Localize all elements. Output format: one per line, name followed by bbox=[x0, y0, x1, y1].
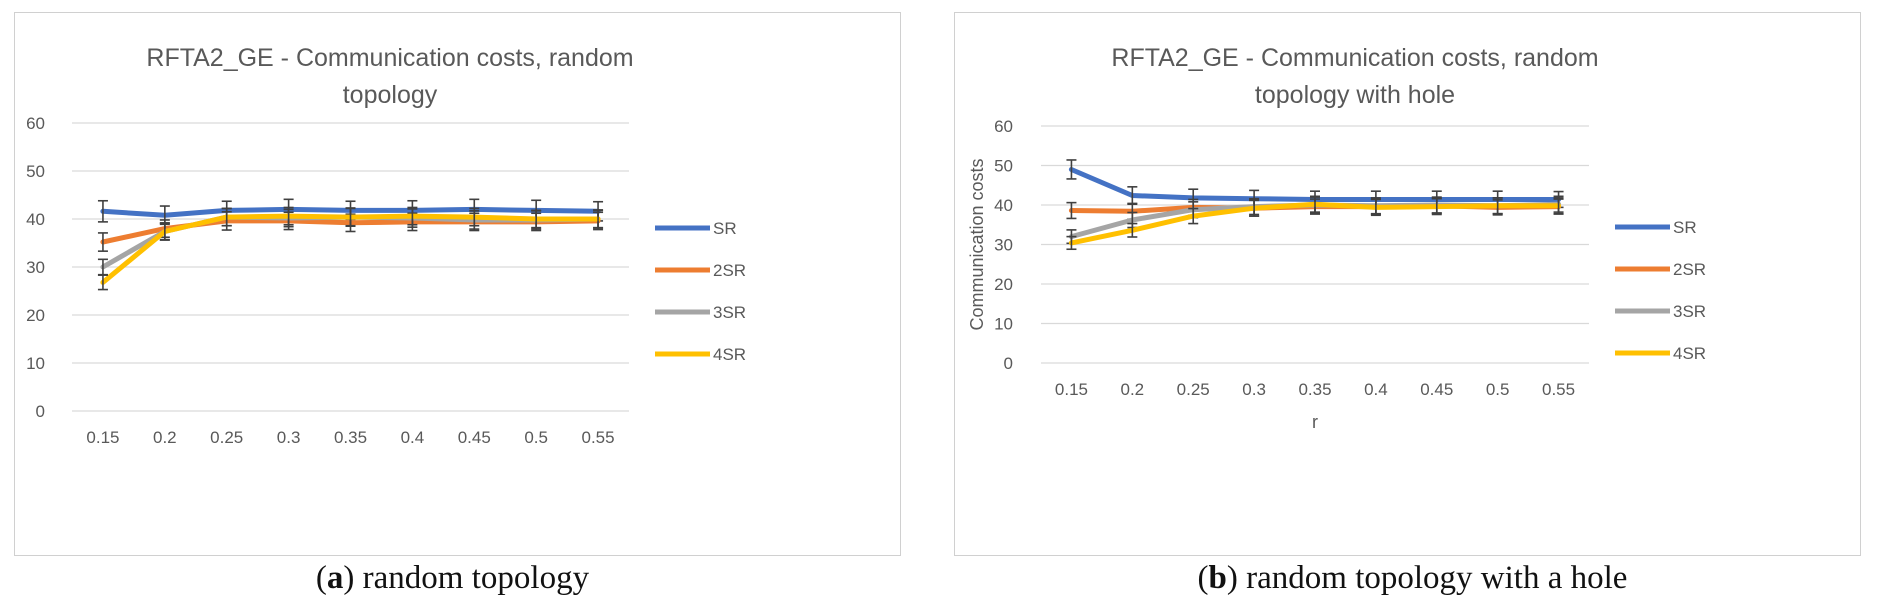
chart-frame-b: RFTA2_GE - Communication costs, random to… bbox=[954, 12, 1861, 556]
error-bar-4sr bbox=[345, 207, 356, 227]
x-tick-label: 0.2 bbox=[1121, 380, 1145, 399]
error-bar-4sr bbox=[531, 209, 542, 229]
chart-title-line-0: RFTA2_GE - Communication costs, random bbox=[1111, 44, 1598, 72]
error-bar-4sr bbox=[407, 206, 418, 226]
y-tick-label: 40 bbox=[994, 196, 1013, 215]
caption-b-text: random topology with a hole bbox=[1237, 560, 1628, 596]
caption-b: (b) random topology with a hole bbox=[1197, 560, 1628, 596]
x-tick-label: 0.5 bbox=[1486, 380, 1510, 399]
x-tick-label: 0.45 bbox=[1420, 380, 1453, 399]
legend-label-3sr: 3SR bbox=[713, 303, 746, 322]
error-bar-sr bbox=[1066, 159, 1077, 180]
chart-b: RFTA2_GE - Communication costs, random to… bbox=[967, 44, 1706, 432]
error-bar-4sr bbox=[1188, 207, 1199, 225]
y-tick-label: 30 bbox=[26, 258, 45, 277]
x-tick-label: 0.35 bbox=[1298, 380, 1331, 399]
chart-panel-b: RFTA2_GE - Communication costs, random to… bbox=[940, 0, 1885, 603]
legend-label-2sr: 2SR bbox=[1673, 260, 1706, 279]
chart-panel-a: RFTA2_GE - Communication costs, random to… bbox=[0, 0, 905, 603]
error-bar-4sr bbox=[97, 274, 108, 291]
y-tick-label: 20 bbox=[994, 275, 1013, 294]
y-tick-label: 40 bbox=[26, 210, 45, 229]
y-tick-label: 20 bbox=[26, 306, 45, 325]
y-tick-label: 60 bbox=[26, 114, 45, 133]
legend-label-sr: SR bbox=[713, 219, 737, 238]
x-tick-label: 0.2 bbox=[153, 428, 177, 447]
x-tick-label: 0.15 bbox=[86, 428, 119, 447]
legend-label-4sr: 4SR bbox=[1673, 344, 1706, 363]
error-bar-4sr bbox=[159, 222, 170, 241]
chart-title-line-1: topology bbox=[343, 81, 438, 109]
x-tick-label: 0.15 bbox=[1055, 380, 1088, 399]
legend-label-sr: SR bbox=[1673, 218, 1697, 237]
y-tick-label: 30 bbox=[994, 236, 1013, 255]
error-bar-2sr bbox=[97, 232, 108, 252]
chart-title-line-1: topology with hole bbox=[1255, 81, 1455, 109]
x-tick-label: 0.5 bbox=[524, 428, 548, 447]
x-tick-label: 0.45 bbox=[458, 428, 491, 447]
legend-label-2sr: 2SR bbox=[713, 261, 746, 280]
y-tick-label: 50 bbox=[26, 162, 45, 181]
chart-frame-a: RFTA2_GE - Communication costs, random to… bbox=[14, 12, 901, 556]
error-bar-4sr bbox=[593, 209, 604, 229]
y-tick-label: 10 bbox=[994, 315, 1013, 334]
x-axis-label: r bbox=[1312, 412, 1318, 432]
y-axis-label: Communication costs bbox=[967, 158, 987, 330]
x-tick-label: 0.3 bbox=[1242, 380, 1266, 399]
legend-label-4sr: 4SR bbox=[713, 345, 746, 364]
error-bar-4sr bbox=[1553, 197, 1564, 215]
x-tick-label: 0.55 bbox=[1542, 380, 1575, 399]
error-bar-4sr bbox=[1431, 197, 1442, 216]
y-tick-label: 60 bbox=[994, 117, 1013, 136]
error-bar-2sr bbox=[1066, 201, 1077, 220]
y-tick-label: 50 bbox=[994, 157, 1013, 176]
error-bar-4sr bbox=[1310, 195, 1320, 213]
error-bar-4sr bbox=[1127, 222, 1138, 238]
chart-a: RFTA2_GE - Communication costs, random to… bbox=[26, 44, 746, 447]
caption-a: (a) random topology bbox=[315, 560, 590, 596]
error-bar-4sr bbox=[283, 206, 294, 226]
legend-label-3sr: 3SR bbox=[1673, 302, 1706, 321]
error-bar-sr bbox=[97, 199, 108, 223]
error-bar-4sr bbox=[1492, 197, 1503, 215]
error-bar-4sr bbox=[1370, 198, 1381, 217]
x-tick-label: 0.4 bbox=[401, 428, 425, 447]
x-tick-label: 0.55 bbox=[582, 428, 615, 447]
error-bar-4sr bbox=[221, 207, 232, 227]
error-bar-4sr bbox=[469, 207, 480, 227]
x-tick-label: 0.3 bbox=[277, 428, 301, 447]
y-tick-label: 10 bbox=[26, 354, 45, 373]
y-tick-label: 0 bbox=[36, 402, 45, 421]
chart-title-line-0: RFTA2_GE - Communication costs, random bbox=[146, 44, 633, 72]
error-bar-4sr bbox=[1066, 235, 1077, 251]
y-tick-label: 0 bbox=[1004, 354, 1013, 373]
x-tick-label: 0.35 bbox=[334, 428, 367, 447]
caption-a-letter: a bbox=[326, 560, 344, 596]
error-bar-4sr bbox=[1249, 199, 1260, 217]
caption-b-letter: b bbox=[1208, 560, 1227, 596]
x-tick-label: 0.4 bbox=[1364, 380, 1388, 399]
caption-a-text: random topology bbox=[354, 560, 590, 596]
x-tick-label: 0.25 bbox=[210, 428, 243, 447]
x-tick-label: 0.25 bbox=[1177, 380, 1210, 399]
